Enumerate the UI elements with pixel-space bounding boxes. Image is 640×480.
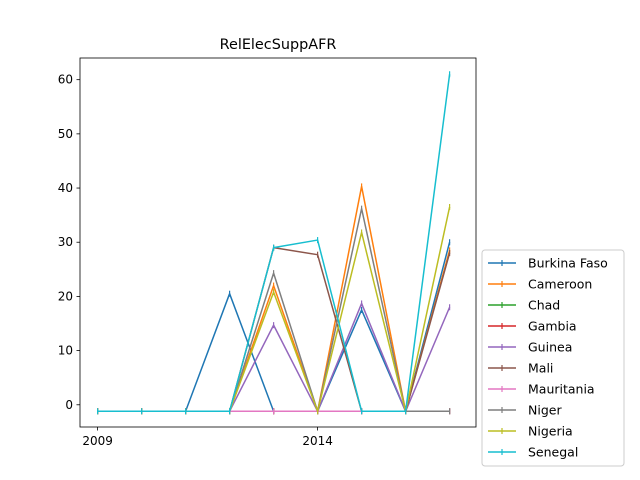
series-layer [96, 71, 451, 415]
series-senegal [96, 71, 451, 415]
series-line [97, 74, 451, 413]
y-axis: 0 10 20 30 40 50 60 [58, 73, 80, 412]
y-tick-label: 0 [65, 398, 73, 412]
legend-item: Niger [488, 403, 562, 418]
legend-item: Burkina Faso [488, 256, 608, 271]
legend-label: Nigeria [528, 424, 573, 439]
legend-label: Cameroon [528, 277, 592, 292]
x-axis: 2009 2014 [82, 427, 333, 448]
x-tick-label: 2014 [302, 434, 333, 448]
x-tick-label: 2009 [82, 434, 113, 448]
legend-label: Mauritania [528, 382, 595, 397]
series-line [97, 207, 450, 413]
legend-label: Niger [528, 403, 562, 418]
series-line [97, 206, 451, 413]
y-tick-label: 10 [58, 344, 73, 358]
series-cameroon [96, 183, 451, 415]
y-tick-label: 20 [58, 289, 73, 303]
legend-item: Gambia [488, 319, 577, 334]
legend-item: Senegal [488, 445, 578, 460]
legend-label: Chad [528, 298, 560, 313]
legend: Burkina Faso Cameroon Chad Gambia Guinea Mali… [481, 249, 625, 467]
y-tick-label: 50 [58, 127, 73, 141]
legend-item: Mauritania [488, 382, 595, 397]
legend-label: Burkina Faso [528, 256, 608, 271]
series-line [97, 302, 451, 413]
legend-item: Mali [488, 361, 553, 376]
legend-box [481, 249, 625, 467]
y-tick-label: 60 [58, 73, 73, 87]
legend-item: Cameroon [488, 277, 592, 292]
series-niger [96, 205, 451, 415]
legend-item: Guinea [488, 340, 572, 355]
series-nigeria [96, 204, 451, 415]
legend-label: Mali [528, 361, 553, 376]
series-guinea [96, 300, 451, 415]
chart-title: RelElecSuppAFR [220, 37, 337, 53]
legend-label: Guinea [528, 340, 572, 355]
y-tick-label: 40 [58, 181, 73, 195]
legend-label: Gambia [528, 319, 577, 334]
legend-label: Senegal [528, 445, 578, 460]
legend-item: Chad [488, 298, 560, 313]
y-tick-label: 30 [58, 235, 73, 249]
legend-item: Nigeria [488, 424, 573, 439]
